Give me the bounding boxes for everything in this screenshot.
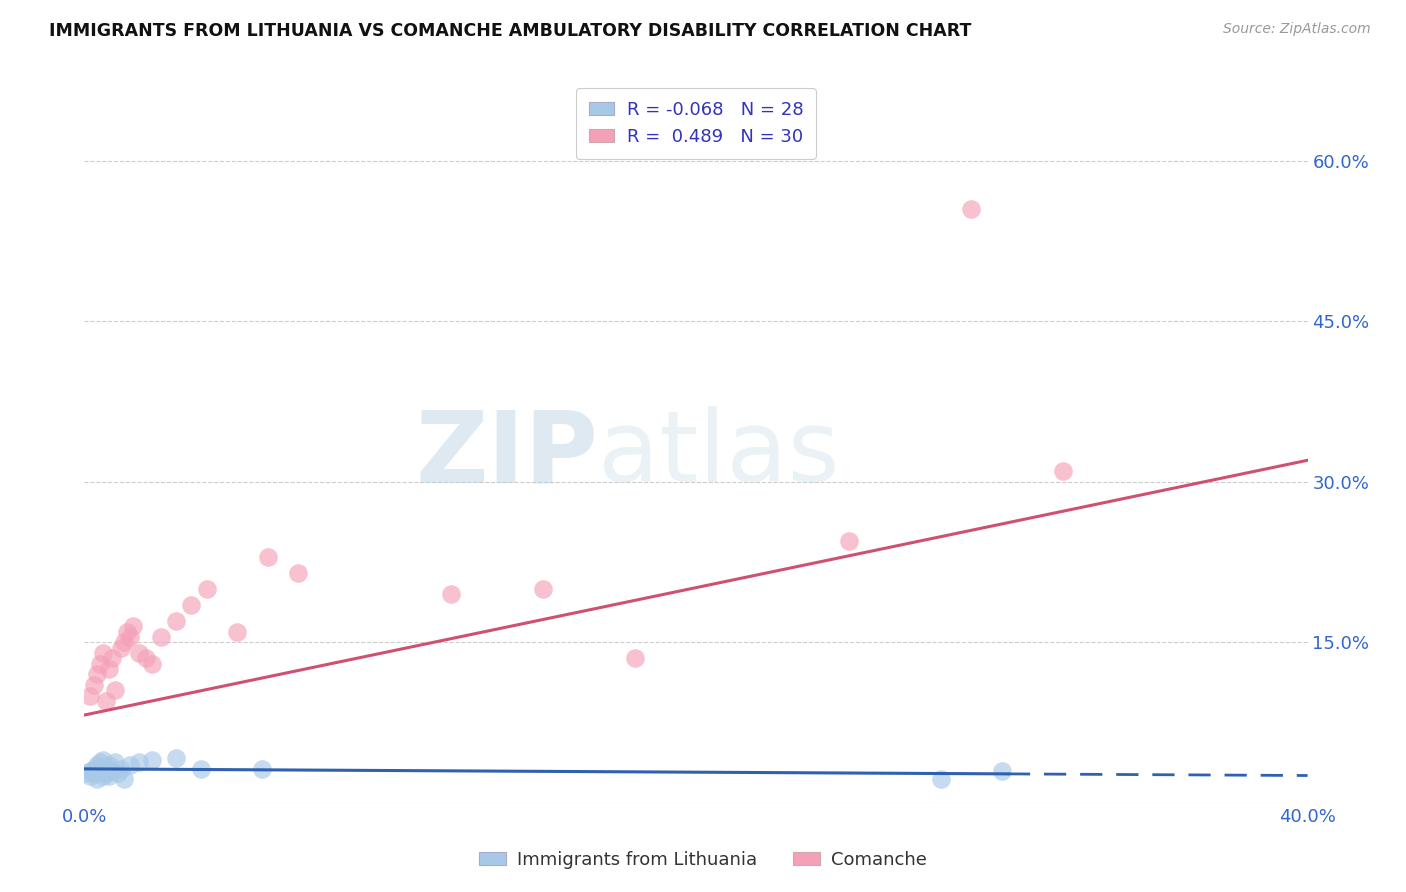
Point [165,614,187,628]
Point [97,769,120,783]
Point [190,762,212,776]
Point [101,651,124,665]
Point [86,667,108,681]
Point [141,657,163,671]
Point [112,772,135,787]
Text: Source: ZipAtlas.com: Source: ZipAtlas.com [1223,22,1371,37]
Point [960,202,983,216]
Point [991,764,1014,778]
Point [76,765,98,780]
Point [101,764,124,778]
Point [838,533,860,548]
Point [104,755,127,769]
Point [91,769,114,783]
Point [91,646,114,660]
Point [86,758,108,772]
Point [180,598,202,612]
Point [149,630,172,644]
Point [79,764,101,778]
Point [112,635,135,649]
Point [94,762,117,776]
Point [165,751,187,765]
Point [929,772,952,787]
Point [94,765,117,780]
Point [83,678,105,692]
Point [1052,464,1074,478]
Point [79,769,101,783]
Point [287,566,309,580]
Point [79,689,101,703]
Point [89,657,111,671]
Point [107,765,129,780]
Point [97,758,120,772]
Point [195,582,218,596]
Point [86,772,108,787]
Point [226,624,249,639]
Legend: R = -0.068   N = 28, R =  0.489   N = 30: R = -0.068 N = 28, R = 0.489 N = 30 [576,88,815,159]
Point [531,582,554,596]
Point [91,753,114,767]
Point [257,549,280,564]
Legend: Immigrants from Lithuania, Comanche: Immigrants from Lithuania, Comanche [472,844,934,876]
Point [110,762,132,776]
Point [624,651,647,665]
Point [97,662,120,676]
Point [83,762,105,776]
Point [104,683,127,698]
Point [89,764,111,778]
Text: atlas: atlas [598,407,839,503]
Point [141,753,163,767]
Point [128,646,150,660]
Point [110,640,132,655]
Point [128,755,150,769]
Point [250,762,273,776]
Point [120,630,142,644]
Point [94,694,117,708]
Point [440,587,463,601]
Point [83,765,105,780]
Point [89,755,111,769]
Point [135,651,157,665]
Point [122,619,145,633]
Text: IMMIGRANTS FROM LITHUANIA VS COMANCHE AMBULATORY DISABILITY CORRELATION CHART: IMMIGRANTS FROM LITHUANIA VS COMANCHE AM… [49,22,972,40]
Text: ZIP: ZIP [415,407,598,503]
Point [120,758,142,772]
Point [115,624,138,639]
